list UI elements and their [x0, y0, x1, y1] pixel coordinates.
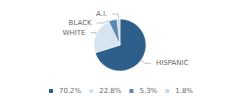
svg-text:1.8%: 1.8% [175, 87, 193, 95]
svg-text:WHITE: WHITE [62, 29, 85, 37]
svg-text:HISPANIC: HISPANIC [156, 59, 189, 67]
svg-text:22.8%: 22.8% [99, 87, 122, 95]
svg-text:5.3%: 5.3% [139, 87, 157, 95]
svg-text:70.2%: 70.2% [59, 87, 82, 95]
svg-text:A.I.: A.I. [96, 10, 107, 18]
svg-text:BLACK: BLACK [69, 19, 92, 27]
